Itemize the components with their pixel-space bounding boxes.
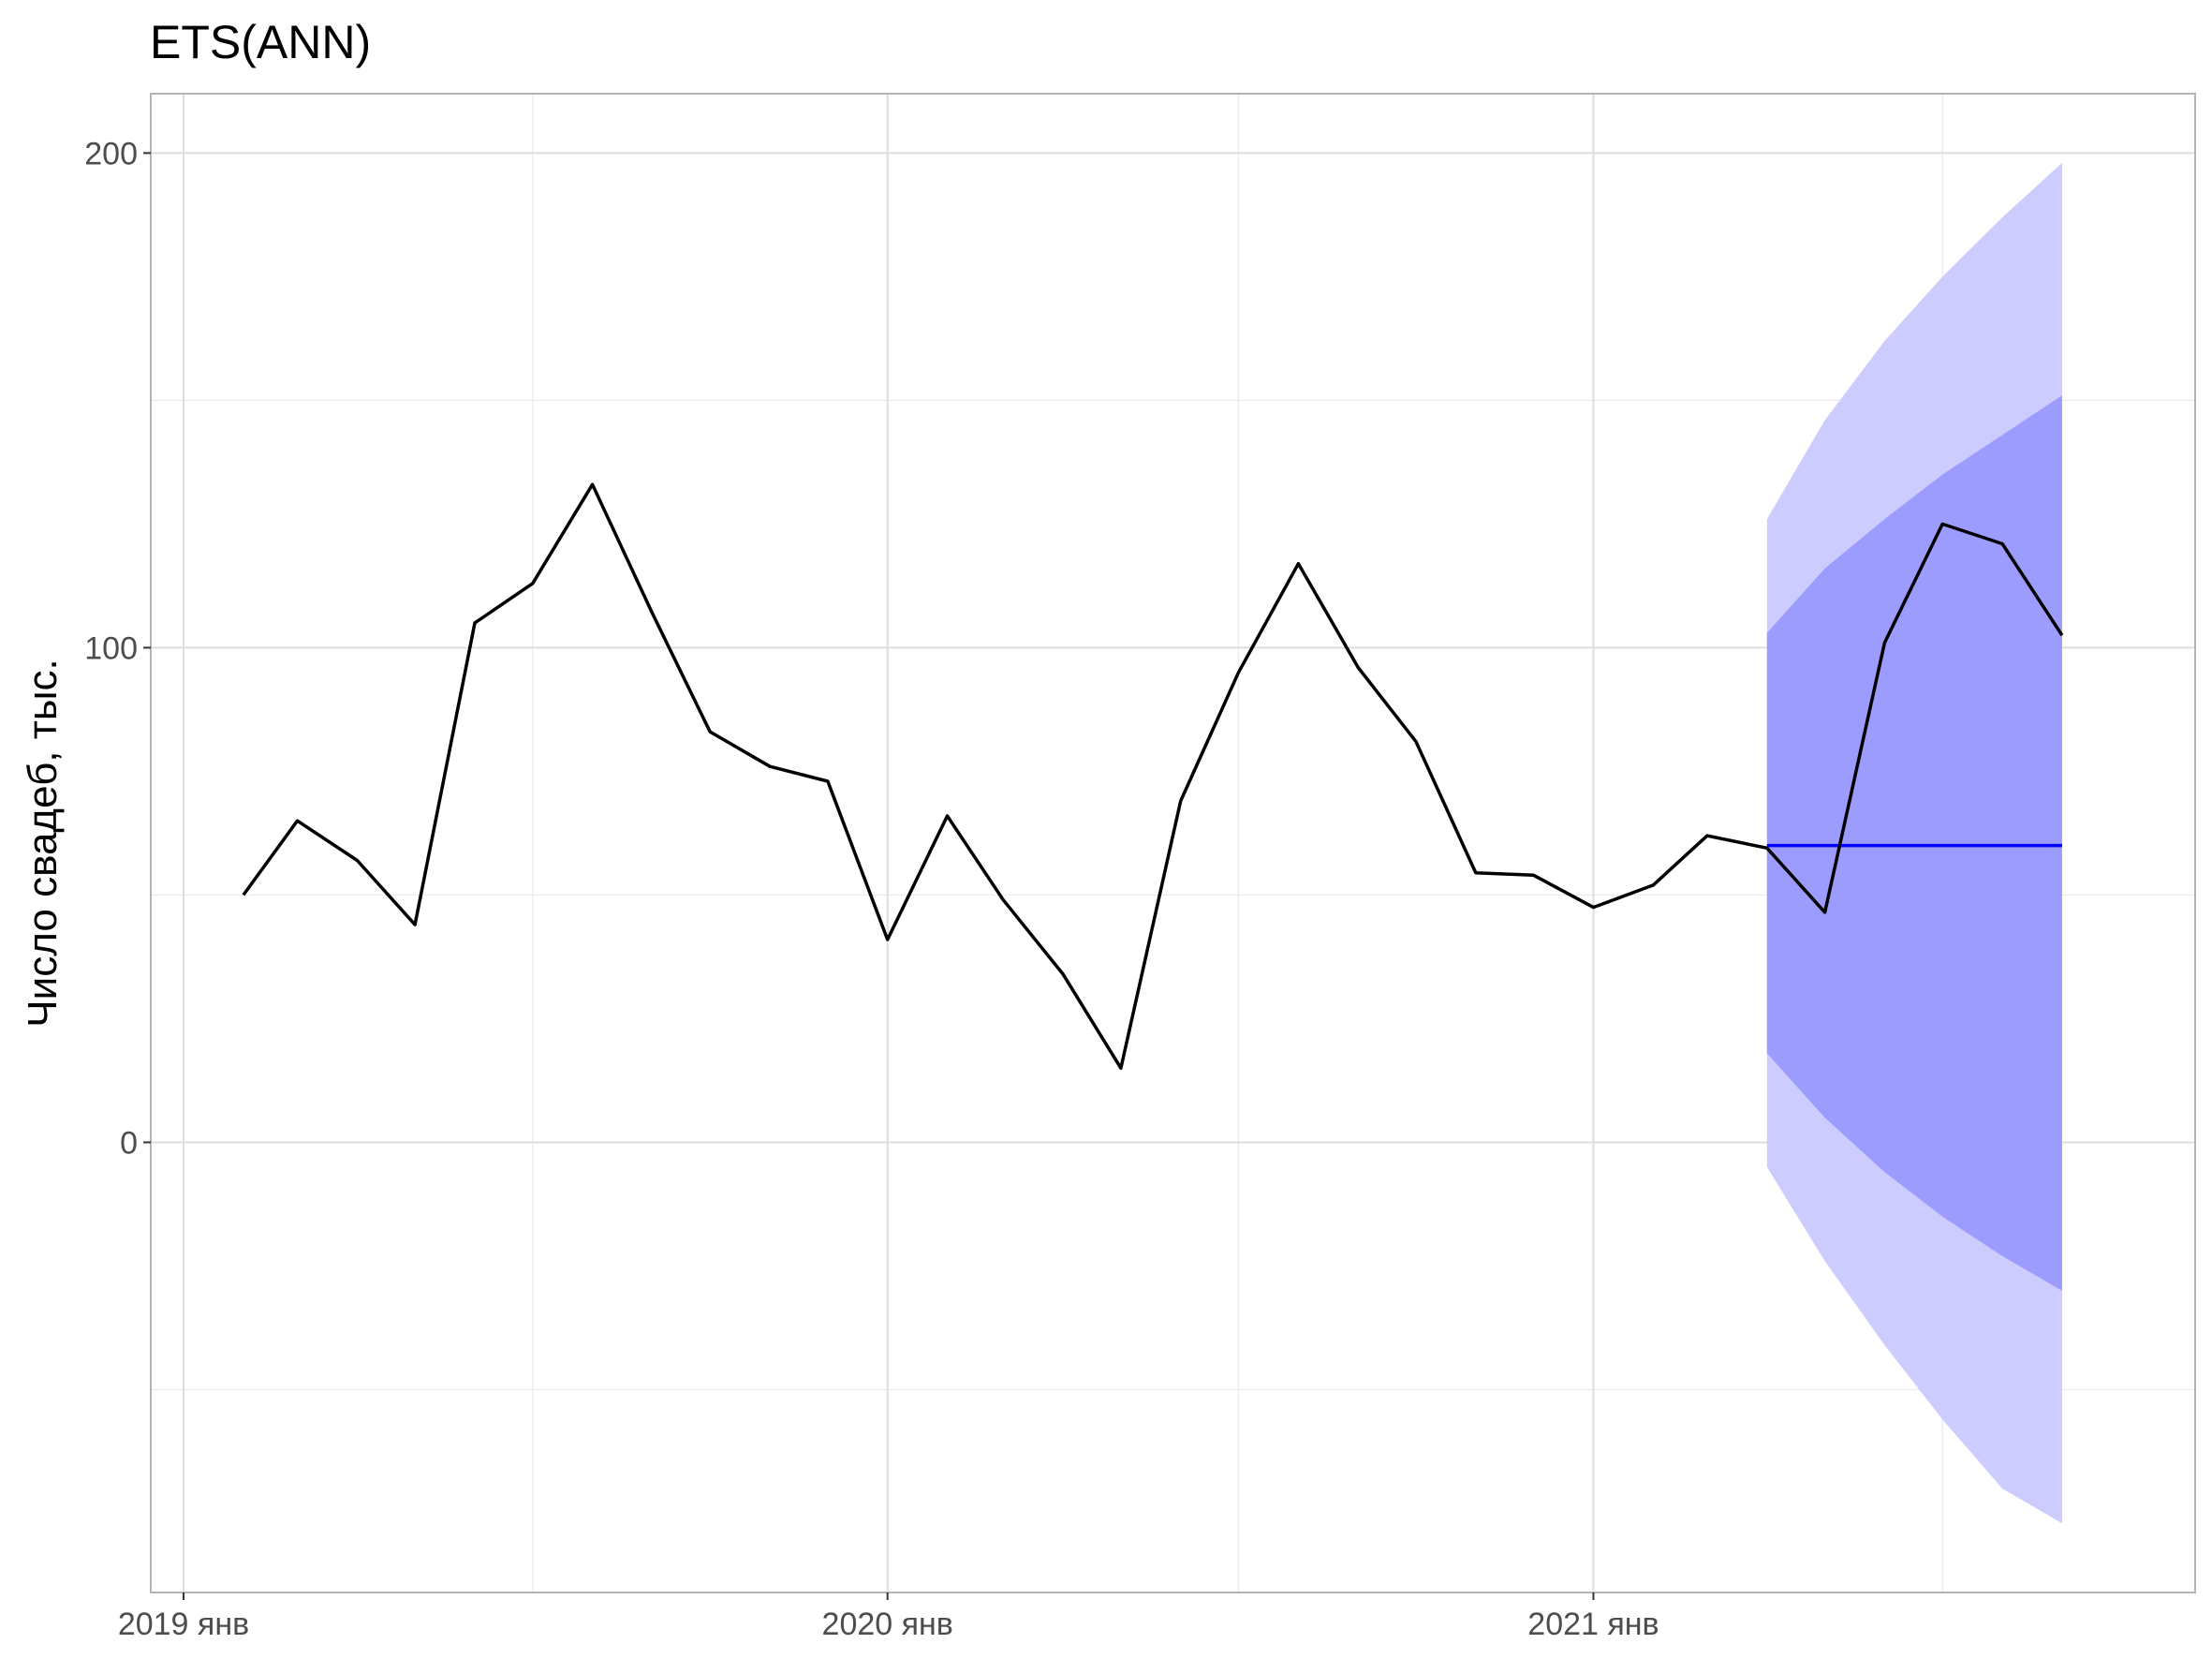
x-axis: 2019 янв 2020 янв 2021 янв <box>118 1592 1659 1642</box>
x-tick-label: 2019 янв <box>118 1607 249 1642</box>
x-tick-label: 2021 янв <box>1527 1607 1659 1642</box>
y-axis-label: Число свадеб, тыс. <box>20 659 66 1027</box>
series-lines <box>242 482 2064 1071</box>
prediction-intervals <box>1766 162 2062 1524</box>
plot-border <box>150 93 2196 1593</box>
y-tick-label: 200 <box>84 136 138 171</box>
interval-band-80 <box>1766 395 2062 1291</box>
chart-title: ETS(ANN) <box>150 16 371 68</box>
x-tick-label: 2020 янв <box>822 1607 953 1642</box>
y-tick-label: 0 <box>120 1125 138 1161</box>
y-tick-label: 100 <box>84 630 138 666</box>
series-line-actual <box>242 482 2064 1071</box>
y-axis: 0 100 200 <box>84 136 151 1161</box>
